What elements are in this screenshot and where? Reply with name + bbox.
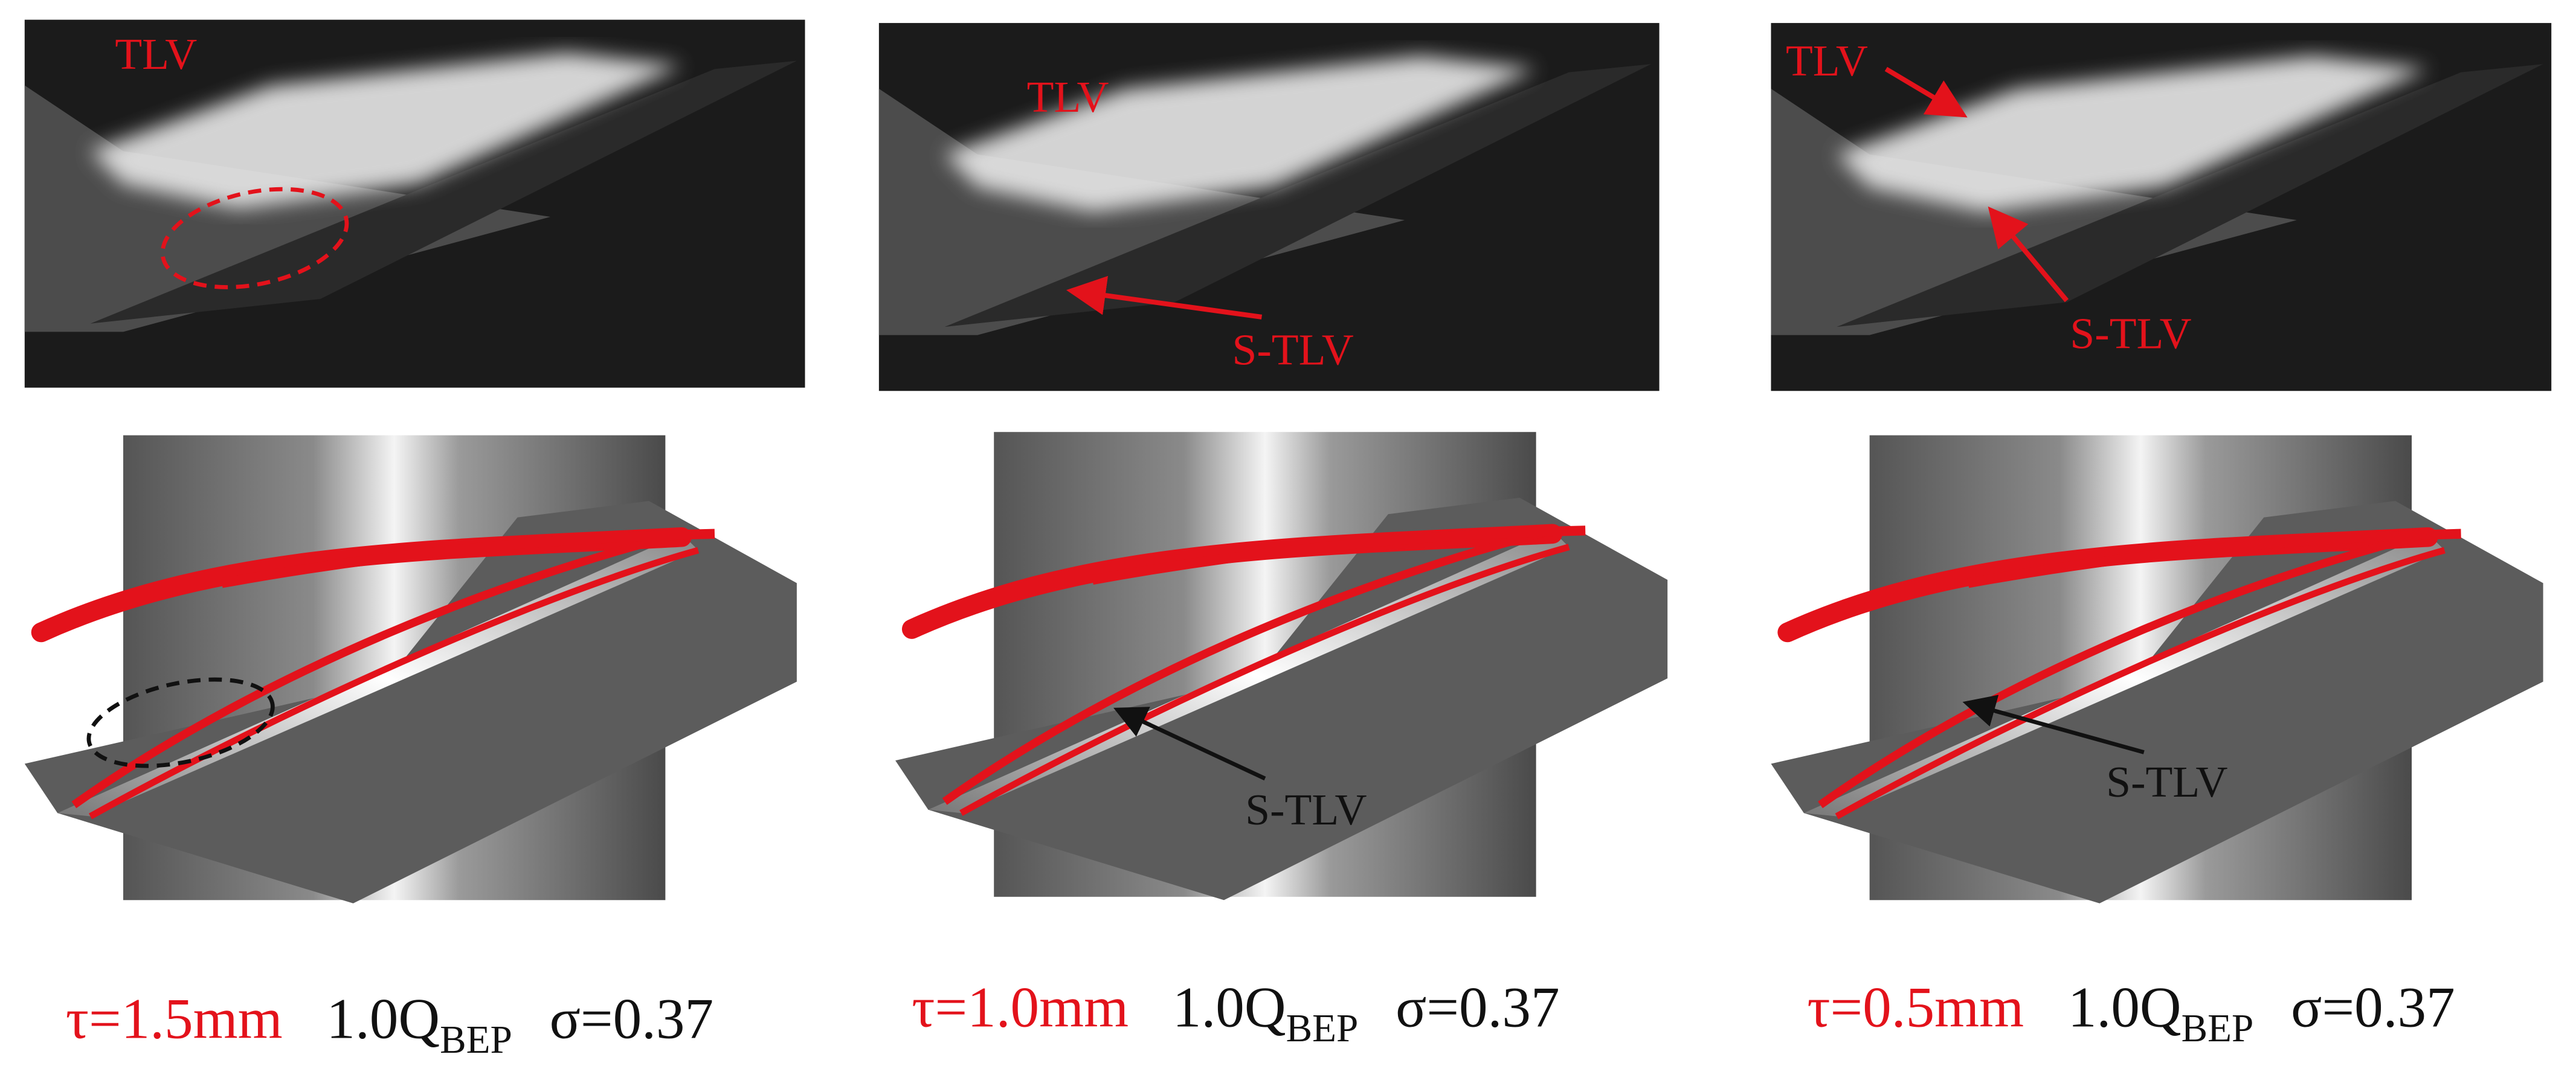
photo-label: TLV [1786,36,1868,85]
highlight-ellipse [86,677,275,768]
photo-label: TLV [1027,72,1109,121]
cfd-render [1771,435,2543,904]
arrow [1066,275,1263,320]
arrow [1988,206,2069,303]
cfd-label: S-TLV [1245,785,1367,834]
cfd-render [25,435,797,904]
tip-clearance: τ=1.0mm [912,975,1129,1039]
caption: τ=1.0mm 1.0QBEP σ=0.37 [912,975,1559,1054]
flow-subscript: BEP [2182,1007,2254,1050]
caption: τ=0.5mm 1.0QBEP σ=0.37 [1807,975,2455,1054]
cavitation-number: σ=0.37 [1396,975,1559,1039]
caption: τ=1.5mm 1.0QBEP σ=0.37 [66,987,713,1065]
photo-label: S-TLV [1232,326,1354,374]
cfd-label: S-TLV [2106,757,2227,806]
flow-subscript: BEP [440,1018,512,1062]
cavitation-number: σ=0.37 [550,987,713,1051]
photo-label: S-TLV [2070,309,2191,358]
arrow [1962,695,2145,754]
flow: 1.0Q [2068,975,2182,1039]
flow-subscript: BEP [1286,1007,1359,1050]
arrow [1884,66,1968,118]
arrow [1113,707,1266,781]
flow: 1.0Q [1173,975,1286,1039]
flow: 1.0Q [326,987,440,1051]
highlight-ellipse [160,187,349,289]
tip-clearance: τ=1.5mm [66,987,283,1051]
cavitation-number: σ=0.37 [2291,975,2455,1039]
tip-clearance: τ=0.5mm [1807,975,2024,1039]
photo-label: TLV [115,30,197,79]
